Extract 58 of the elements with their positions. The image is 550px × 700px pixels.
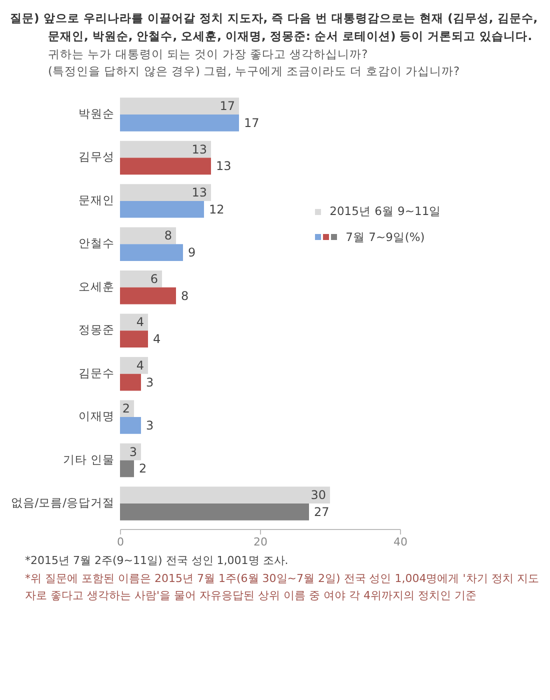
y-tick-label: 이재명 [78, 409, 114, 424]
data-label: 3 [129, 445, 137, 460]
x-tick-label: 20 [254, 536, 268, 549]
data-label: 2 [139, 462, 147, 476]
bar [120, 98, 239, 115]
bar [120, 374, 141, 391]
bar [120, 288, 176, 304]
data-label: 3 [146, 418, 154, 433]
data-label: 9 [188, 246, 196, 260]
data-label: 8 [164, 228, 172, 243]
data-label: 12 [209, 202, 224, 217]
bar [120, 504, 309, 521]
legend-label: 2015년 6월 9~11일 [328, 204, 442, 218]
bar [120, 417, 141, 434]
y-tick-label: 없음/모름/응답거절 [10, 496, 114, 510]
y-tick-label: 김무성 [78, 150, 114, 164]
data-label: 2 [122, 402, 130, 416]
chart-subtitle: 귀하는 누가 대통령이 되는 것이 가장 좋다고 생각하십니까? (특정인을 답하지 않은 경우) 그럼, 누구에게 조금이라도 더 호감이 가십니까? [47, 46, 461, 80]
y-tick-label: 박원순 [78, 106, 114, 121]
data-label: 4 [136, 358, 144, 373]
x-tick-label: 0 [117, 536, 124, 549]
bar [120, 141, 211, 158]
data-label: 13 [192, 186, 207, 200]
bar [120, 114, 239, 132]
bar [120, 330, 148, 348]
legend-label: 7월 7~9일(%) [344, 230, 425, 244]
text: *2015년 7월 2주(9~11일) 전국 성인 1,001명 조사. [25, 553, 290, 570]
bar [120, 270, 162, 288]
bar [120, 444, 141, 461]
bar [120, 201, 204, 218]
y-tick-label: 정몽준 [78, 322, 114, 337]
x-tick-label: 40 [394, 536, 408, 549]
data-label: 13 [216, 159, 232, 174]
data-label: 17 [220, 99, 235, 114]
data-label: 17 [244, 116, 260, 130]
y-tick-label: 오세훈 [78, 280, 114, 294]
data-label: 3 [146, 376, 154, 390]
text: *위 질문에 포함된 이름은 2015년 7월 1주(6월 30일~7월 2일) 전국 성인 1,004명에게 '차기 정치 지도자로 좋다고 생각하는 사람'을 물어 자유응답된 상위 이름 중 여야 각 4위까지의 정치인 기준 [25, 570, 540, 604]
bar [120, 460, 134, 478]
bar [120, 184, 211, 202]
bar [120, 314, 148, 331]
data-label: 6 [150, 272, 158, 286]
data-label: 13 [192, 142, 207, 157]
data-label: 4 [153, 332, 161, 346]
data-label: 27 [314, 505, 330, 520]
bar [120, 486, 330, 504]
y-tick-label: 김문수 [78, 366, 114, 380]
bar [120, 357, 148, 374]
data-label: 8 [181, 289, 189, 304]
bar [120, 158, 211, 175]
bar [120, 244, 183, 262]
data-label: 4 [136, 315, 144, 330]
bar [120, 228, 176, 244]
y-tick-label: 문재인 [78, 193, 114, 208]
y-tick-label: 기타 인물 [62, 452, 114, 467]
chart-title: 질문) 앞으로 우리나라를 이끌어갈 정치 지도자, 즉 다음 번 대통령감으로는 현재 (김무성, 김문수, 문재인, 박원순, 안철수, 오세훈, 이재명, 정몽준: 순서 로테이션) 등이 거론되고 있습니다. [10, 10, 539, 45]
y-tick-label: 안철수 [78, 236, 114, 250]
data-label: 30 [310, 488, 326, 502]
